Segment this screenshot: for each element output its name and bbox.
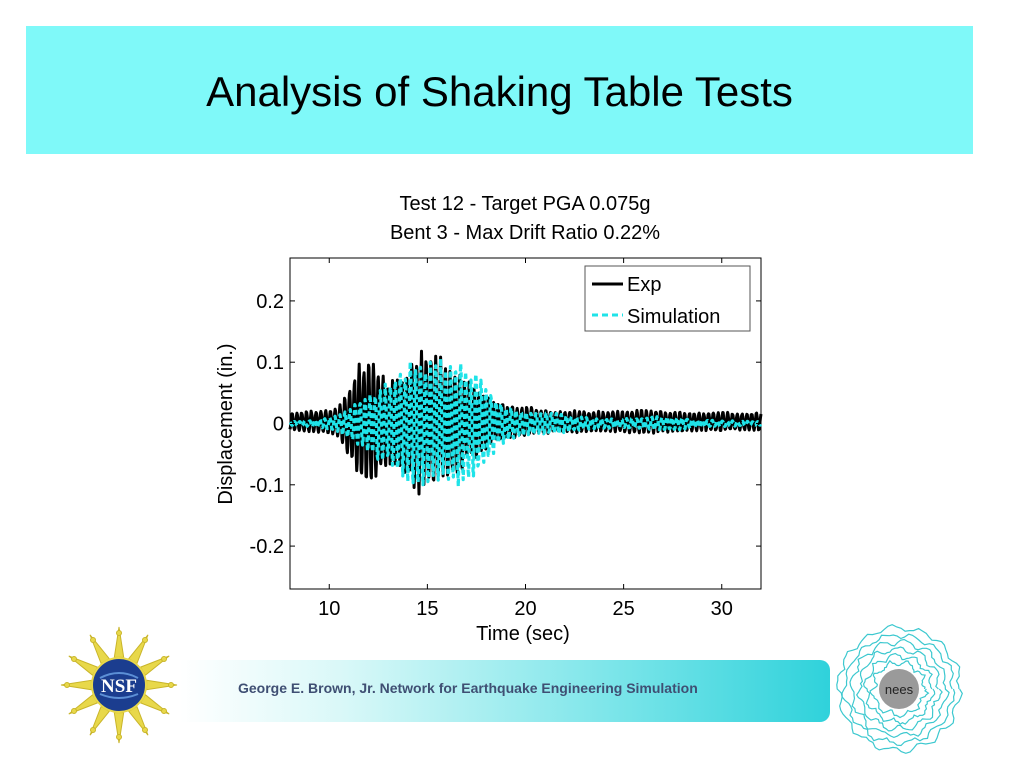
nsf-ray-dot bbox=[90, 727, 96, 733]
legend-box bbox=[584, 265, 751, 332]
x-tick-label: 30 bbox=[711, 598, 733, 620]
nsf-ray-dot bbox=[161, 708, 167, 714]
nees-ring bbox=[841, 633, 956, 747]
y-tick-label: 0.1 bbox=[256, 352, 284, 374]
nees-logo: nees bbox=[832, 622, 966, 756]
nsf-ray-dot bbox=[142, 637, 148, 643]
legend-label-simulation: Simulation bbox=[627, 306, 720, 328]
y-tick-label: 0.2 bbox=[256, 291, 284, 313]
x-tick-label: 20 bbox=[514, 598, 536, 620]
legend-label-exp: Exp bbox=[627, 274, 661, 296]
y-tick-label: -0.1 bbox=[250, 475, 284, 497]
x-tick-label: 10 bbox=[318, 598, 340, 620]
axis-ticks: 10 15 20 25 30 0.2 0.1 0 -0.1 -0.2 bbox=[250, 258, 761, 620]
legend: Exp Simulation bbox=[584, 265, 751, 332]
chart-title-line-2: Bent 3 - Max Drift Ratio 0.22% bbox=[390, 222, 660, 244]
nees-ring bbox=[836, 624, 963, 754]
nsf-ray-dot bbox=[71, 656, 77, 662]
title-bar: Analysis of Shaking Table Tests bbox=[26, 26, 973, 154]
nsf-ray-dot bbox=[64, 682, 70, 688]
chart-title-line-1: Test 12 - Target PGA 0.075g bbox=[400, 193, 651, 215]
nsf-ray-dot bbox=[71, 708, 77, 714]
nsf-ray-dot bbox=[161, 656, 167, 662]
slide-title: Analysis of Shaking Table Tests bbox=[206, 68, 793, 115]
x-axis-label: Time (sec) bbox=[476, 623, 570, 645]
series-line-simulation bbox=[288, 357, 763, 488]
nees-ring bbox=[855, 646, 943, 732]
nees-ring bbox=[862, 652, 936, 725]
footer-band bbox=[180, 660, 830, 722]
x-tick-label: 15 bbox=[416, 598, 438, 620]
footer-text: George E. Brown, Jr. Network for Earthqu… bbox=[238, 680, 698, 696]
y-tick-label: 0 bbox=[273, 414, 284, 436]
traces bbox=[288, 349, 763, 496]
nsf-logo: NSF bbox=[58, 624, 180, 746]
nees-ring bbox=[849, 638, 950, 739]
series-line-exp bbox=[288, 349, 763, 496]
nsf-ray-dot bbox=[116, 734, 122, 740]
nsf-ray-dot bbox=[142, 727, 148, 733]
nees-ring bbox=[869, 659, 930, 719]
x-tick-label: 25 bbox=[613, 598, 635, 620]
y-axis-label: Displacement (in.) bbox=[215, 343, 237, 504]
nsf-ray-dot bbox=[168, 682, 174, 688]
nsf-ray-dot bbox=[90, 637, 96, 643]
nsf-ray-dot bbox=[116, 630, 122, 636]
y-tick-label: -0.2 bbox=[250, 536, 284, 558]
nees-logo-text: nees bbox=[885, 682, 914, 697]
nsf-logo-text: NSF bbox=[101, 676, 137, 697]
